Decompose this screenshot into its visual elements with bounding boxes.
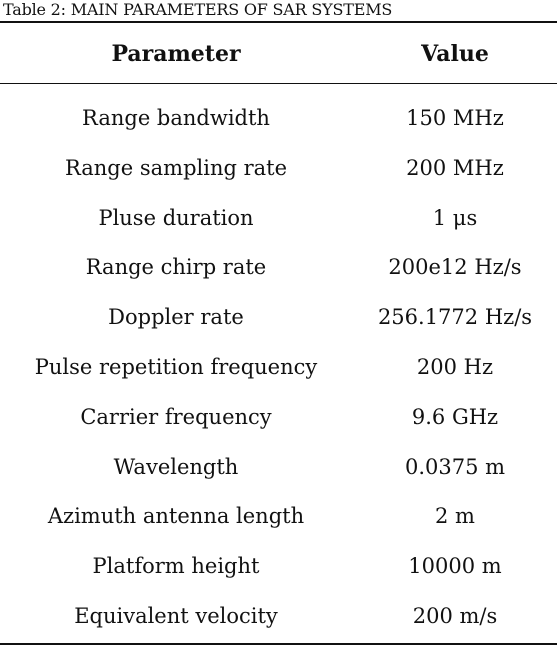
table-cell-parameter: Equivalent velocity bbox=[74, 604, 278, 628]
table-cell-parameter: Carrier frequency bbox=[80, 405, 272, 429]
table-header-rule bbox=[0, 83, 557, 84]
table-cell-value: 200 m/s bbox=[412, 604, 498, 628]
table-caption: Table 2: MAIN PARAMETERS OF SAR SYSTEMS bbox=[3, 0, 393, 19]
table-cell-parameter: Azimuth antenna length bbox=[47, 504, 305, 528]
table-cell-value: 0.0375 m bbox=[404, 455, 506, 479]
table-bottom-rule bbox=[0, 643, 557, 645]
table-cell-value: 2 m bbox=[435, 504, 475, 528]
table-cell-value: 200 Hz bbox=[416, 355, 494, 379]
table-cell-parameter: Pluse duration bbox=[98, 206, 254, 230]
table-cell-value: 150 MHz bbox=[406, 106, 504, 130]
header-parameter: Parameter bbox=[111, 41, 241, 67]
table-cell-value: 1 μs bbox=[432, 206, 478, 230]
table-cell-parameter: Wavelength bbox=[113, 455, 239, 479]
table-cell-parameter: Platform height bbox=[92, 554, 260, 578]
table-cell-value: 10000 m bbox=[408, 554, 502, 578]
table-cell-parameter: Range sampling rate bbox=[64, 156, 288, 180]
table-cell-parameter: Doppler rate bbox=[108, 305, 244, 329]
table-cell-value: 200 MHz bbox=[406, 156, 504, 180]
table-cell-parameter: Range chirp rate bbox=[85, 255, 267, 279]
table-cell-parameter: Range bandwidth bbox=[82, 106, 270, 130]
table-top-rule bbox=[0, 21, 557, 23]
header-value: Value bbox=[421, 41, 489, 67]
table-cell-value: 200e12 Hz/s bbox=[388, 255, 522, 279]
table-cell-value: 9.6 GHz bbox=[411, 405, 499, 429]
table-cell-parameter: Pulse repetition frequency bbox=[34, 355, 318, 379]
table-cell-value: 256.1772 Hz/s bbox=[377, 305, 533, 329]
